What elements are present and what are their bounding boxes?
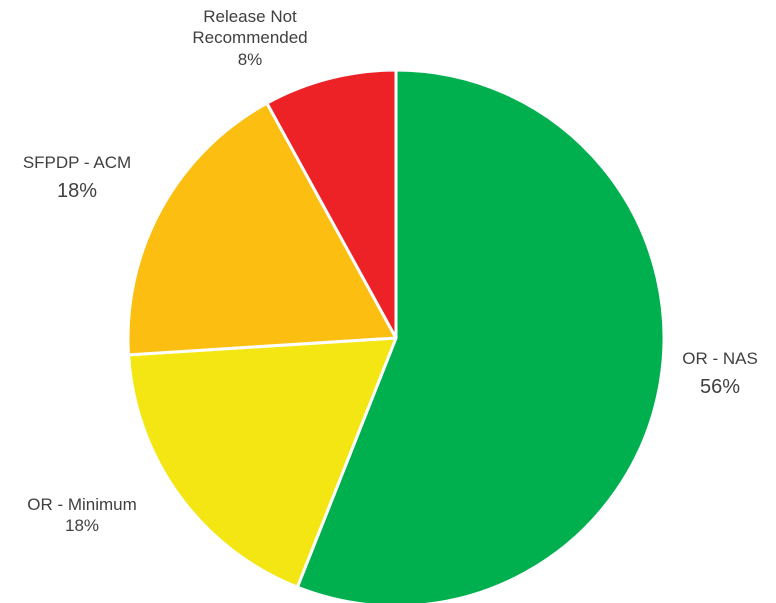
- slice-name-sfpdp-acm: SFPDP - ACM: [22, 153, 132, 172]
- slice-label-or-nas: OR - NAS 56%: [668, 348, 772, 400]
- slice-value-or-nas: 56%: [699, 376, 741, 399]
- slice-name-release-not-recommended-line2: Recommended: [192, 28, 308, 48]
- slice-name-release-not-recommended-line1: Release Not: [203, 7, 297, 26]
- slice-name-or-nas: OR - NAS: [682, 349, 758, 368]
- slice-name-or-minimum: OR - Minimum: [27, 495, 137, 514]
- slice-label-release-not-recommended: Release Not Recommended 8%: [150, 6, 350, 70]
- pie-slice-or-minimum: [127, 336, 398, 589]
- slice-label-or-minimum: OR - Minimum 18%: [4, 494, 160, 537]
- pie-slice-or-nas: [295, 68, 666, 603]
- slice-value-release-not-recommended: 8%: [237, 49, 263, 69]
- pie-slice-sfpdp-acm: [126, 101, 398, 357]
- pie-slice-release-not-recommended: [265, 68, 398, 340]
- slice-label-sfpdp-acm: SFPDP - ACM 18%: [0, 152, 154, 204]
- slice-value-or-minimum: 18%: [64, 516, 100, 536]
- slice-value-sfpdp-acm: 18%: [56, 180, 98, 203]
